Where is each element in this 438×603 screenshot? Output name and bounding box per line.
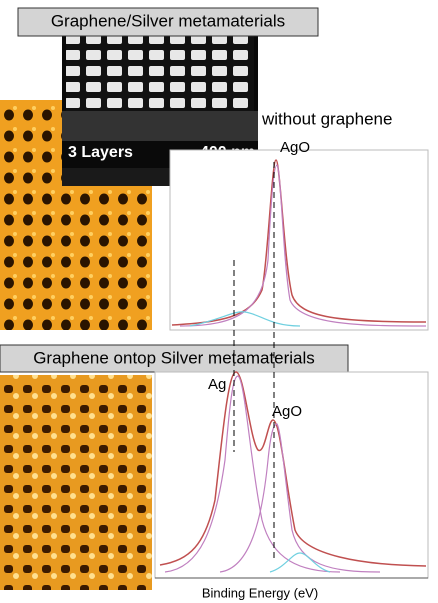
peak-label: AgO [280, 139, 310, 156]
page: {"top": {"title": "Graphene/Silver metam… [0, 0, 438, 603]
top-title: Graphene/Silver metamaterials [51, 11, 285, 30]
slide: 3 Layers 400 nm Graphene/Silver metamate… [0, 0, 438, 603]
x-axis-label: Binding Energy (eV) [202, 585, 318, 600]
spectrum-bottom: Ag AgO Binding Energy (eV) [155, 372, 428, 600]
spectrum-title: without graphene [261, 109, 392, 128]
afm-image [0, 375, 152, 590]
bottom-title: Graphene ontop Silver metamaterials [33, 348, 315, 367]
peak-label: AgO [272, 403, 302, 420]
peak-label: Ag [208, 376, 226, 393]
sem-layers: 3 Layers [68, 144, 133, 161]
